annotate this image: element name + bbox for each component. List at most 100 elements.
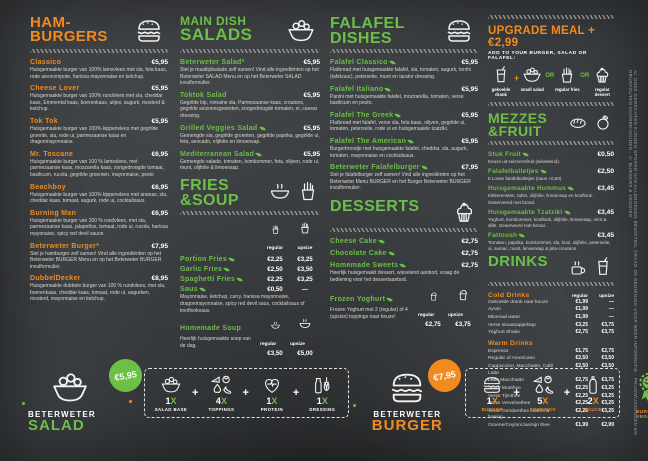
- drink-row: Gekoelde drank naar keuze €1,99 —: [488, 299, 614, 307]
- drink-row: Groene/Ceylon/Jasmijn thee €1,99 €2,99: [488, 422, 614, 430]
- apple-icon: [592, 112, 614, 132]
- item-description: Yoghurt, komkommer, knoflook, olijfolie,…: [488, 216, 607, 228]
- banner-title-accent: SALAD: [28, 417, 85, 434]
- step-label: SAUCE: [584, 407, 602, 412]
- item-description: Flatbread met falafel, verse sla, feta k…: [330, 119, 466, 133]
- item-description: Kikkererwten, tahin, olijfolie, limoensa…: [488, 193, 594, 205]
- item-name: Huisgemaakte Tzatziki: [488, 209, 571, 216]
- step-label: BURGER: [481, 407, 504, 412]
- price-regular: €2,75: [575, 329, 588, 336]
- drink-row: Regular of Americano €2,50 €3,50: [488, 355, 614, 363]
- item-name: Homemade Soup: [180, 325, 242, 333]
- cold-drinks-header: Cold Drinks regular upsize: [488, 291, 614, 299]
- menu-item: Homemade Sweets €2,75 Heerlijk huisgemaa…: [330, 262, 478, 283]
- item-name: Tok Tok: [30, 117, 58, 125]
- item-price: €7,95: [151, 242, 168, 250]
- item-price: €7,95: [461, 164, 478, 172]
- drink-name: Verse sinaasappelsap: [488, 322, 536, 328]
- step-connector: OR: [545, 72, 555, 79]
- price-upsize: €3,25: [297, 276, 313, 284]
- menu-item: Stuk Fruit €0,50 Keuze uit seizoensfruit…: [488, 151, 614, 165]
- section-fries-soup: FRIES &SOUP: [180, 177, 320, 209]
- item-name: Portion Fries: [180, 256, 260, 263]
- price-regular: €3,25: [575, 321, 588, 328]
- item-price: €5,95: [461, 85, 478, 93]
- menu-item: Falafel The American €5,95 Burgerbroodje…: [330, 138, 478, 159]
- leaf-icon: [407, 138, 414, 145]
- menu-item: Tok Tok €5,95 Huisgemaakte burger van 10…: [30, 118, 168, 146]
- item-description: Frozen Yoghurt met 2 (regular) of 4 (ups…: [330, 307, 408, 320]
- leaf-icon: [258, 124, 266, 132]
- leaf-icon: [522, 151, 529, 159]
- step-label: PROTEIN: [260, 407, 284, 412]
- menu-item: Beachboy €6,95 Huisgemaakte burger van 1…: [30, 184, 168, 205]
- frozen-yoghurt-item: Frozen Yoghurt Frozen Yoghurt met 2 (reg…: [330, 288, 478, 328]
- upgrade-title: UPGRADE MEAL + €2,99: [488, 25, 596, 49]
- item-name: Frozen Yoghurt: [330, 296, 393, 303]
- upgrade-subtitle: ADD TO YOUR BURGER, SALAD OR FALAFEL:: [488, 51, 587, 61]
- item-name: Saus: [180, 286, 260, 293]
- price-upsize: —: [609, 314, 614, 321]
- item-name: Grilled Veggies Salad: [180, 124, 266, 132]
- section-hamburgers: HAM- BURGERS Classico €5,95 Huisgemaakte…: [30, 15, 168, 308]
- price-regular: €1,99: [575, 306, 588, 313]
- item-description: Flatbread met huisgemaakte falafel, sla,…: [330, 67, 472, 80]
- item-price: €2,75: [461, 261, 478, 269]
- drink-name: Groene/Ceylon/Jasmijn thee: [488, 422, 550, 428]
- menu-item: Toktok Salad €5,95 Gegrilde kip, romaine…: [180, 92, 320, 120]
- soup-item: Homemade Soup Heerlijk huisgemaakte soep…: [180, 317, 320, 357]
- price-regular: €1,99: [575, 314, 588, 321]
- leaf-icon: [399, 262, 407, 269]
- price-regular: €2,50: [267, 266, 283, 274]
- step-label: TOPPINGS: [208, 407, 235, 412]
- item-description: Panini met huisgemaakte falafel, mozzare…: [330, 93, 464, 107]
- drink-row: Verse Verveinethee €2,25 €3,25: [488, 400, 614, 408]
- step-icon: [592, 65, 612, 85]
- wave-divider: [330, 49, 478, 54]
- step-icon: [310, 374, 334, 396]
- menu-item: Beterweter Falafelburger €7,95 Stel je f…: [330, 164, 478, 192]
- banner-title-accent: BURGER: [371, 417, 443, 434]
- menu-item: Falafelballetjes €2,50 5 Losse falafelba…: [488, 168, 614, 182]
- drink-row: Latte Macchiatto €2,75 €3,75: [488, 377, 614, 385]
- menu-item: Grilled Veggies Salad €5,95 Gemengde sla…: [180, 125, 320, 146]
- price-regular: €2,75: [425, 321, 441, 329]
- leaf-icon: [255, 151, 262, 158]
- price-upsize: €3,25: [601, 400, 614, 407]
- builder-step: 4X TOPPINGS +: [201, 374, 249, 412]
- banner-title: BETERWETER: [28, 410, 96, 419]
- price-upsize: €3,50: [297, 266, 313, 274]
- drink-row: Verse Tijmthee €2,25 €3,25: [488, 393, 614, 401]
- item-name: Beachboy: [30, 183, 66, 191]
- upgrade-step: small salad OR: [519, 65, 554, 92]
- fries-regular-icon: [270, 224, 281, 235]
- decorative-dot: [129, 400, 132, 403]
- plus-separator: +: [192, 387, 199, 399]
- item-price: €2,75: [461, 237, 478, 245]
- price-regular: €1,99: [575, 421, 588, 428]
- item-description: Gemengde salade, tomaten, komkommer, fet…: [180, 158, 320, 172]
- price-regular: €2,25: [575, 400, 588, 407]
- item-name: Falafelballetjes: [488, 168, 547, 175]
- burger-builder-box: 1X BURGER + 5X TOPPINGS + 2X SAUCE: [465, 368, 621, 418]
- step-label: TOPPINGS: [529, 407, 556, 412]
- wave-divider: [180, 211, 320, 216]
- wave-divider: [488, 101, 614, 106]
- item-name: Burning Man: [30, 209, 77, 217]
- fries-row: Spaghetti Fries €2,25 €3,25: [180, 276, 320, 283]
- coffee-mug-icon: [567, 259, 589, 279]
- menu-item: Falafel Italiano €5,95 Panini met huisge…: [330, 86, 478, 107]
- drink-row: Ayran €1,99 —: [488, 306, 614, 314]
- item-price: €5,95: [303, 124, 320, 132]
- section-falafel: FALAFEL DISHES Falafel Classico €5,95 Fl…: [330, 15, 478, 332]
- fries-row: Portion Fries €2,25 €3,25: [180, 256, 320, 263]
- drink-name: Latte Macchiatto: [488, 378, 524, 384]
- menu-item: Mediterranean Salad €5,95 Gemengde salad…: [180, 151, 320, 172]
- section-title-falafel: FALAFEL DISHES: [330, 15, 405, 48]
- item-description: Huisgemaakte dubbele burger van 100 % ru…: [30, 283, 166, 303]
- price-upsize: €3,75: [601, 329, 614, 336]
- drink-name: Ayran: [488, 307, 501, 313]
- menu-item: Mr. Toscane €6,95 Huisgemaakte burger va…: [30, 151, 168, 179]
- section-title-salads: MAIN DISH SALADS: [180, 14, 253, 45]
- step-label: regular dessert: [594, 87, 610, 98]
